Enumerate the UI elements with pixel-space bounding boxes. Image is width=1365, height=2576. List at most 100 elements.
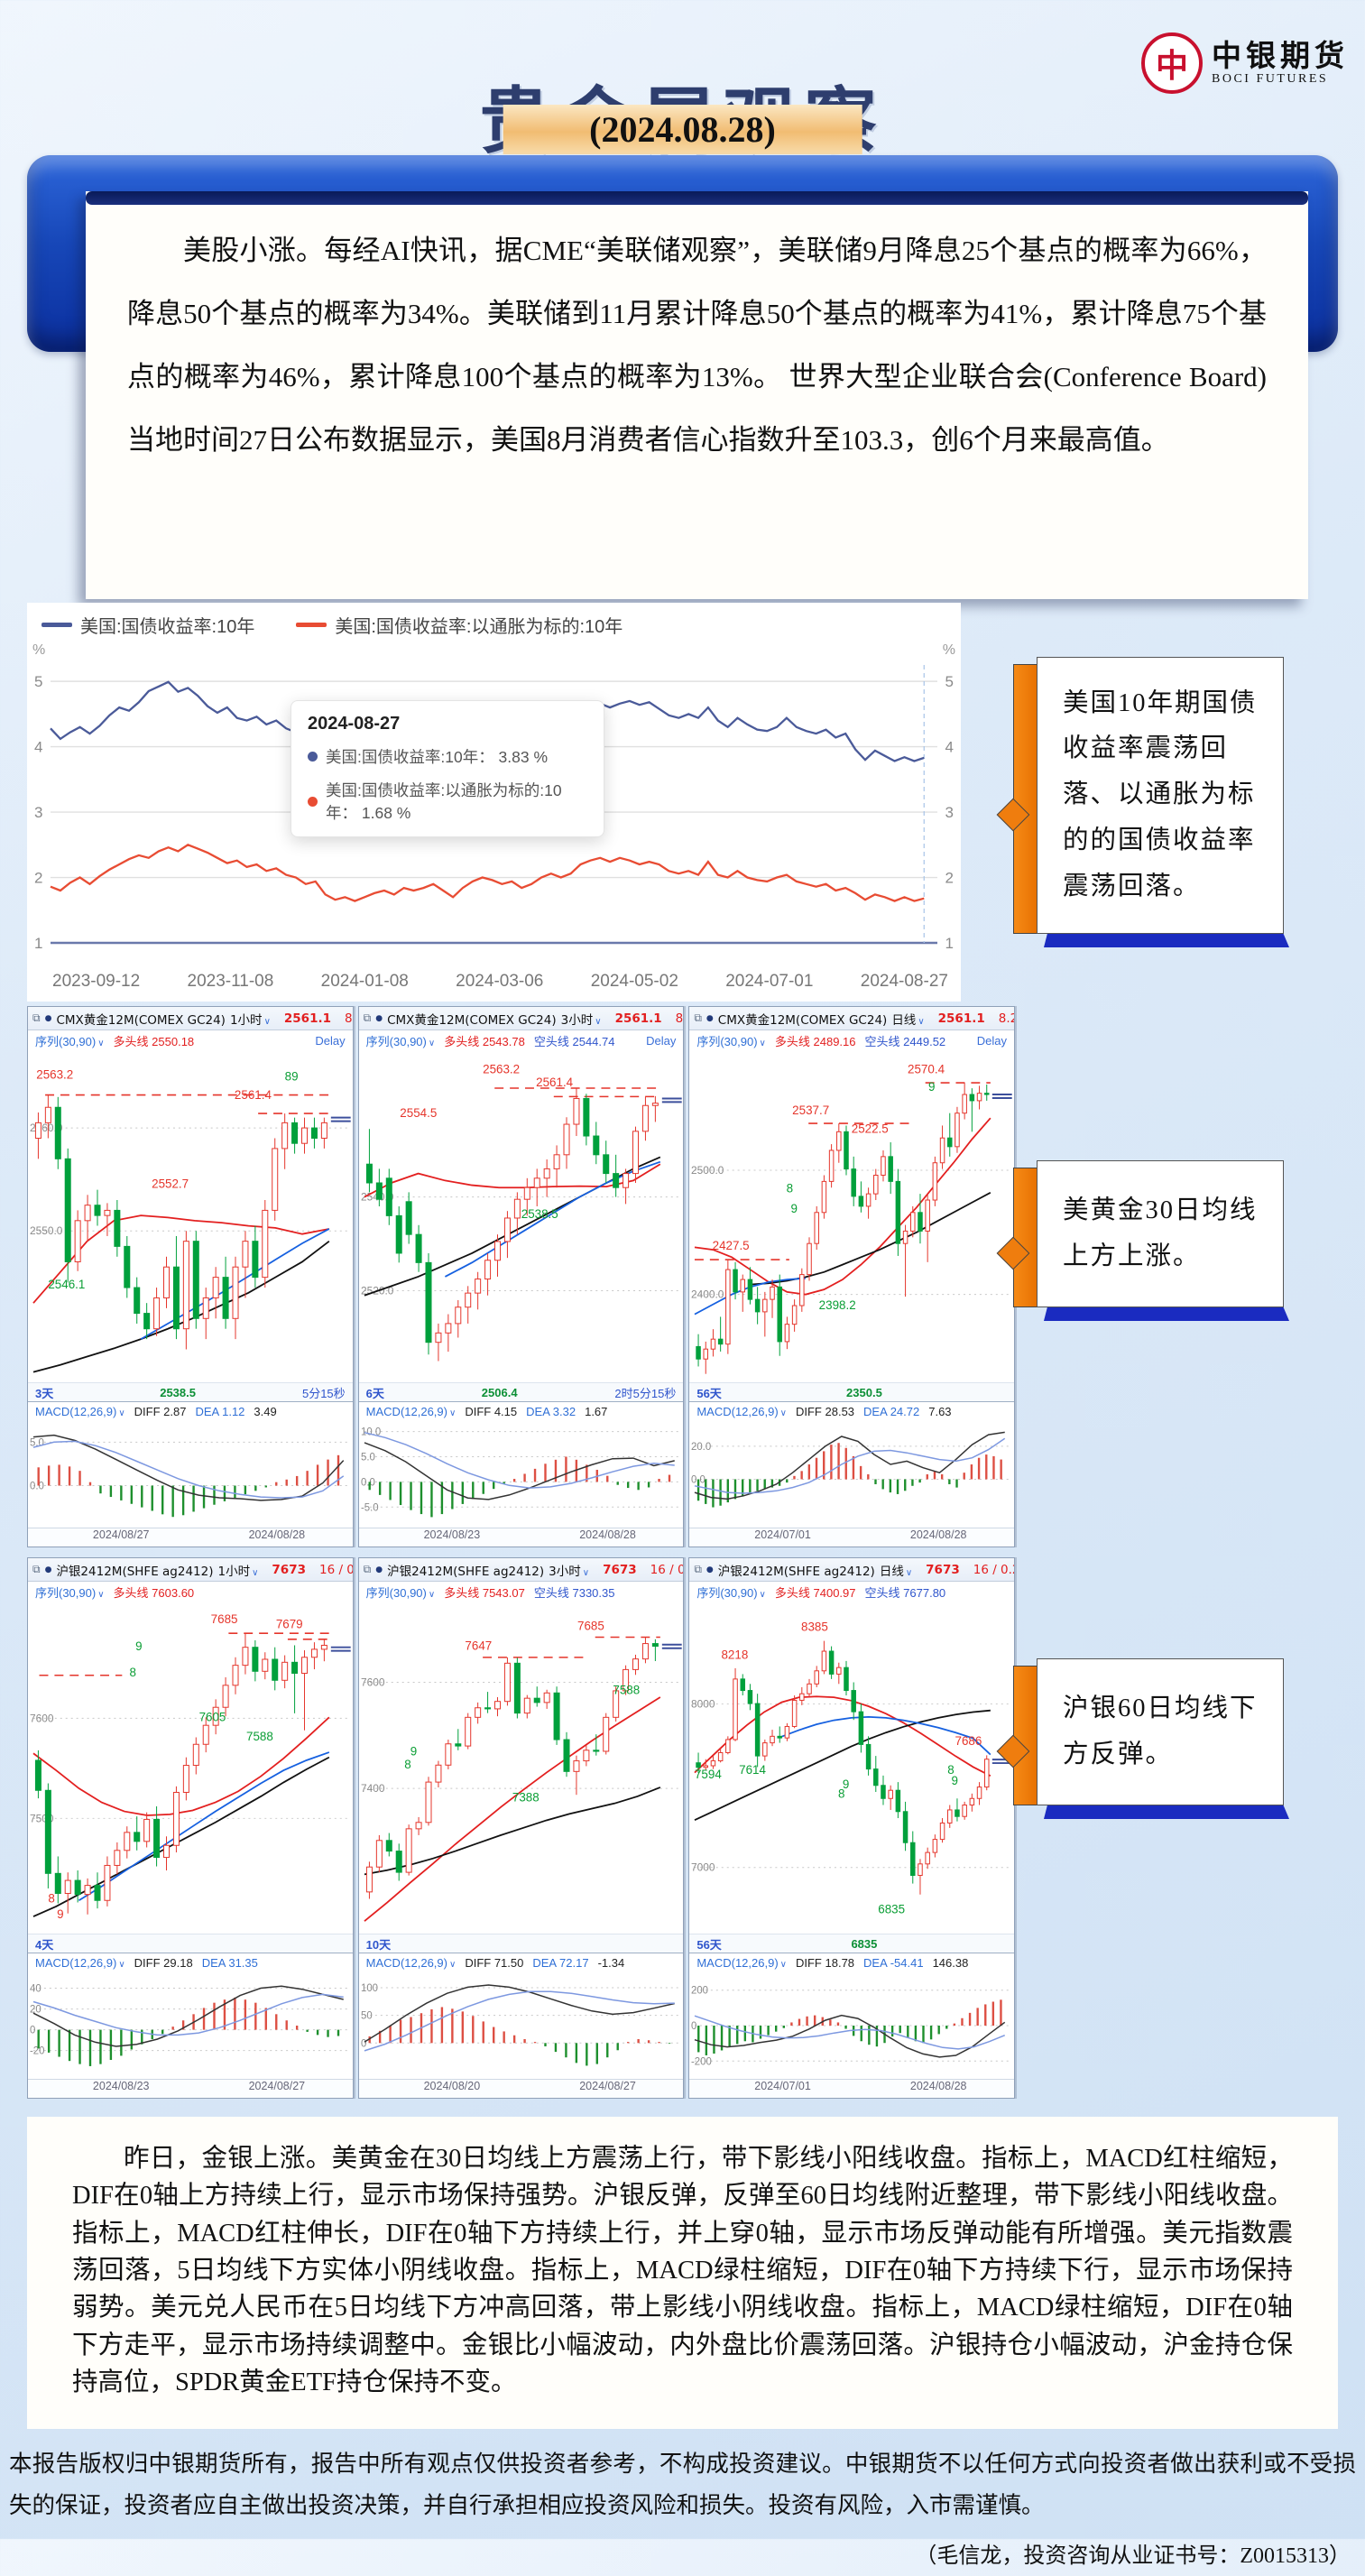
chart-bottom-info: 56天 6835 bbox=[689, 1934, 1015, 1953]
sequence-select[interactable]: 序列(30,90) ∨ bbox=[35, 1034, 105, 1048]
macd-header: MACD(12,26,9) ∨ DIFF 2.87 DEA 1.12 3.49 bbox=[28, 1402, 353, 1421]
period-select[interactable]: 3小时 ∨ bbox=[560, 1012, 602, 1028]
chart-bottom-info: 4天 bbox=[28, 1934, 353, 1953]
chevron-down-icon: ∨ bbox=[263, 1016, 271, 1027]
sequence-select[interactable]: 序列(30,90) ∨ bbox=[696, 1585, 766, 1600]
price-change: 8.2 / 0.32% bbox=[345, 1011, 353, 1026]
svg-text:2400.0: 2400.0 bbox=[691, 1288, 724, 1301]
price-change: 8.2 / 0.32% bbox=[675, 1011, 684, 1026]
period-select[interactable]: 1小时 ∨ bbox=[217, 1564, 259, 1579]
svg-text:20.0: 20.0 bbox=[691, 1442, 711, 1453]
boc-logo-icon: 中 bbox=[1141, 32, 1203, 94]
link-icon[interactable]: ⧉ bbox=[32, 1563, 41, 1575]
bear-line-value: 空头线 7677.80 bbox=[864, 1585, 946, 1600]
macd-select[interactable]: MACD(12,26,9) ∨ bbox=[365, 1405, 457, 1418]
svg-text:-5.0: -5.0 bbox=[361, 1502, 379, 1513]
tooltip-row: 美国:国债收益率:以通胀为标的:10年： 1.68 % bbox=[308, 779, 587, 824]
date-badge: (2024.08.28) bbox=[503, 105, 862, 154]
candlestick-panel: ⧉ ● 沪银2412M(SHFE ag2412) 日线 ∨ 7673 16 / 0… bbox=[688, 1557, 1016, 2099]
macd-bar-value: 1.67 bbox=[585, 1405, 608, 1418]
bear-line-value: 空头线 2449.52 bbox=[864, 1034, 946, 1048]
svg-text:1: 1 bbox=[945, 935, 954, 952]
svg-text:2550.0: 2550.0 bbox=[30, 1224, 63, 1237]
chevron-down-icon: ∨ bbox=[448, 1960, 457, 1970]
svg-text:3: 3 bbox=[34, 804, 42, 821]
svg-text:7600: 7600 bbox=[30, 1712, 54, 1724]
chevron-down-icon: ∨ bbox=[448, 1408, 457, 1418]
instrument-dot-icon: ● bbox=[375, 1013, 383, 1023]
macd-dea: DEA 31.35 bbox=[201, 1956, 258, 1970]
macd-header: MACD(12,26,9) ∨ DIFF 71.50 DEA 72.17 -1.3… bbox=[359, 1953, 684, 1972]
chevron-down-icon: ∨ bbox=[118, 1408, 125, 1418]
chevron-down-icon: ∨ bbox=[97, 1589, 105, 1600]
period-select[interactable]: 日线 ∨ bbox=[891, 1012, 925, 1028]
chart-title-bar: ⧉ ● CMX黄金12M(COMEX GC24) 日线∨ 2561.1 8.2 … bbox=[689, 1007, 1015, 1030]
macd-select[interactable]: MACD(12,26,9) ∨ bbox=[365, 1956, 457, 1970]
link-icon[interactable]: ⧉ bbox=[363, 1563, 372, 1575]
instrument-dot-icon: ● bbox=[44, 1013, 52, 1023]
link-icon[interactable]: ⧉ bbox=[694, 1563, 702, 1575]
chart-title-bar: ⧉ ● CMX黄金12M(COMEX GC24) 3小时∨ 2561.1 8.2… bbox=[358, 1007, 684, 1030]
low-value-label: 2350.5 bbox=[846, 1385, 882, 1399]
macd-select[interactable]: MACD(12,26,9) ∨ bbox=[35, 1405, 125, 1418]
period-select[interactable]: 3小时 ∨ bbox=[549, 1564, 590, 1579]
svg-text:40: 40 bbox=[30, 1983, 42, 1994]
svg-text:2538.5: 2538.5 bbox=[521, 1207, 558, 1221]
macd-dea: DEA 72.17 bbox=[532, 1956, 589, 1970]
intro-topbar bbox=[86, 191, 1308, 205]
svg-text:8218: 8218 bbox=[722, 1648, 749, 1662]
macd-select[interactable]: MACD(12,26,9) ∨ bbox=[35, 1956, 125, 1970]
link-icon[interactable]: ⧉ bbox=[694, 1011, 702, 1024]
sequence-select[interactable]: 序列(30,90) ∨ bbox=[365, 1585, 436, 1600]
chevron-down-icon: ∨ bbox=[759, 1589, 766, 1600]
chevron-down-icon: ∨ bbox=[918, 1016, 925, 1027]
countdown-label: 5分15秒 bbox=[301, 1386, 346, 1400]
macd-diff: DIFF 29.18 bbox=[134, 1956, 193, 1970]
svg-text:8: 8 bbox=[787, 1182, 793, 1196]
svg-text:2: 2 bbox=[945, 870, 954, 887]
svg-text:6835: 6835 bbox=[879, 1903, 906, 1916]
svg-text:9: 9 bbox=[410, 1745, 416, 1759]
period-select[interactable]: 1小时 ∨ bbox=[229, 1012, 271, 1028]
svg-text:2: 2 bbox=[34, 870, 42, 887]
delay-badge: Delay bbox=[646, 1033, 677, 1048]
days-label: 56天 bbox=[696, 1937, 722, 1952]
svg-text:7614: 7614 bbox=[739, 1763, 766, 1777]
link-icon[interactable]: ⧉ bbox=[363, 1011, 372, 1024]
x-axis-labels: 2024/08/20 2024/08/27 bbox=[358, 2079, 684, 2098]
macd-bar-value: -1.34 bbox=[597, 1956, 625, 1970]
sequence-select[interactable]: 序列(30,90) ∨ bbox=[696, 1034, 766, 1048]
macd-diff: DIFF 18.78 bbox=[795, 1956, 855, 1970]
period-select[interactable]: 日线 ∨ bbox=[879, 1564, 913, 1579]
sequence-select[interactable]: 序列(30,90) ∨ bbox=[35, 1585, 105, 1600]
x-axis-labels: 2024/07/01 2024/08/28 bbox=[689, 1528, 1015, 1547]
chevron-down-icon: ∨ bbox=[595, 1016, 602, 1027]
svg-text:7685: 7685 bbox=[577, 1619, 604, 1632]
legend-item-10y-real[interactable]: 美国:国债收益率:以通胀为标的:10年 bbox=[296, 612, 623, 638]
svg-text:2500.0: 2500.0 bbox=[691, 1164, 724, 1177]
bull-line-value: 多头线 2489.16 bbox=[774, 1034, 856, 1048]
svg-text:2546.1: 2546.1 bbox=[48, 1278, 85, 1291]
indicator-line: 序列(30,90) ∨ 多头线 2543.78 空头线 2544.74 Delay bbox=[358, 1030, 684, 1050]
macd-select[interactable]: MACD(12,26,9) ∨ bbox=[696, 1956, 787, 1970]
chevron-down-icon: ∨ bbox=[252, 1567, 259, 1578]
instrument-dot-icon: ● bbox=[375, 1565, 383, 1574]
chevron-down-icon: ∨ bbox=[582, 1567, 590, 1578]
svg-text:7685: 7685 bbox=[211, 1612, 238, 1626]
days-label: 10天 bbox=[365, 1937, 392, 1952]
legend-item-10y[interactable]: 美国:国债收益率:10年 bbox=[42, 612, 254, 638]
svg-text:7000: 7000 bbox=[691, 1861, 715, 1874]
svg-text:7588: 7588 bbox=[246, 1730, 273, 1743]
svg-text:5.0: 5.0 bbox=[361, 1452, 375, 1463]
chevron-down-icon: ∨ bbox=[905, 1567, 913, 1578]
sequence-select[interactable]: 序列(30,90) ∨ bbox=[365, 1034, 436, 1048]
macd-bar-value: 7.63 bbox=[928, 1405, 952, 1418]
svg-text:0: 0 bbox=[30, 2026, 35, 2036]
svg-text:%: % bbox=[32, 642, 45, 658]
last-price: 7673 bbox=[603, 1562, 637, 1577]
link-icon[interactable]: ⧉ bbox=[32, 1011, 41, 1024]
macd-select[interactable]: MACD(12,26,9) ∨ bbox=[696, 1405, 787, 1418]
countdown-label: 2时5分15秒 bbox=[614, 1386, 677, 1400]
intro-box: 美股小涨。每经AI快讯，据CME“美联储观察”，美联储9月降息25个基点的概率为… bbox=[86, 191, 1308, 599]
